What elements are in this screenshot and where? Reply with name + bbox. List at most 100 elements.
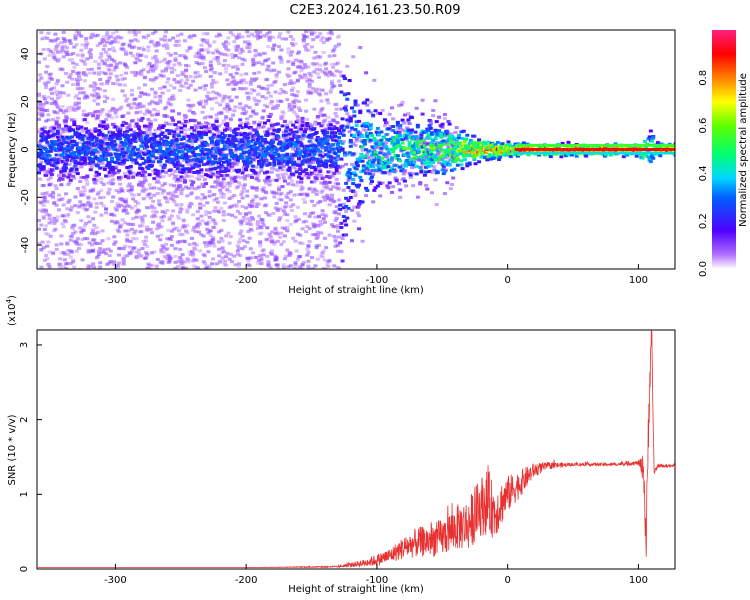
heatmap-cell bbox=[237, 240, 242, 244]
heatmap-cell bbox=[64, 166, 69, 170]
heatmap-cell bbox=[211, 241, 216, 245]
heatmap-cell bbox=[174, 156, 179, 160]
heatmap-cell bbox=[282, 120, 287, 124]
heatmap-cell bbox=[291, 147, 296, 151]
heatmap-cell bbox=[113, 37, 118, 41]
heatmap-cell bbox=[318, 153, 323, 157]
heatmap-cell bbox=[219, 153, 224, 157]
heatmap-cell bbox=[137, 173, 142, 177]
heatmap-cell bbox=[148, 196, 153, 200]
heatmap-cell bbox=[211, 152, 216, 156]
heatmap-cell bbox=[168, 53, 173, 57]
heatmap-cell bbox=[328, 30, 333, 34]
heatmap-cell bbox=[49, 86, 54, 90]
heatmap-cell bbox=[267, 151, 272, 155]
heatmap-cell bbox=[188, 105, 193, 109]
heatmap-cell bbox=[249, 205, 254, 209]
heatmap-cell bbox=[198, 131, 203, 135]
heatmap-cell bbox=[189, 145, 194, 149]
heatmap-cell bbox=[355, 211, 360, 215]
heatmap-cell bbox=[306, 162, 311, 166]
heatmap-cell bbox=[81, 145, 86, 149]
heatmap-cell bbox=[281, 90, 286, 94]
heatmap-cell bbox=[164, 121, 169, 125]
heatmap-cell bbox=[328, 198, 333, 202]
heatmap-cell bbox=[65, 146, 70, 150]
heatmap-cell bbox=[182, 124, 187, 128]
heatmap-cell bbox=[275, 232, 280, 236]
heatmap-cell bbox=[68, 208, 73, 212]
heatmap-cell bbox=[185, 49, 190, 53]
heatmap-cell bbox=[109, 212, 114, 216]
heatmap-cell bbox=[232, 168, 237, 172]
heatmap-cell bbox=[121, 113, 126, 117]
heatmap-cell bbox=[165, 80, 170, 84]
heatmap-cell bbox=[91, 114, 96, 118]
heatmap-cell bbox=[133, 199, 138, 203]
heatmap-cell bbox=[368, 123, 373, 127]
heatmap-cell bbox=[294, 130, 299, 134]
heatmap-cell bbox=[147, 263, 152, 267]
heatmap-cell bbox=[75, 83, 80, 87]
heatmap-cell bbox=[139, 144, 144, 148]
heatmap-cell bbox=[291, 183, 296, 187]
heatmap-cell bbox=[164, 105, 169, 109]
heatmap-cell bbox=[202, 116, 207, 120]
heatmap-cell bbox=[327, 137, 332, 141]
heatmap-cell bbox=[369, 159, 374, 163]
heatmap-cell bbox=[271, 46, 276, 50]
heatmap-cell bbox=[39, 201, 44, 205]
heatmap-cell bbox=[295, 115, 300, 119]
heatmap-cell bbox=[38, 140, 43, 144]
heatmap-cell bbox=[224, 156, 229, 160]
heatmap-cell bbox=[71, 61, 76, 65]
heatmap-cell bbox=[325, 263, 330, 267]
heatmap-cell bbox=[184, 56, 189, 60]
heatmap-cell bbox=[178, 162, 183, 166]
heatmap-cell bbox=[64, 162, 69, 166]
heatmap-cell bbox=[42, 130, 47, 134]
heatmap-cell bbox=[212, 209, 217, 213]
heatmap-cell bbox=[61, 225, 66, 229]
heatmap-cell bbox=[75, 53, 80, 57]
heatmap-cell bbox=[125, 66, 130, 70]
heatmap-cell bbox=[362, 139, 367, 143]
heatmap-cell bbox=[202, 195, 207, 199]
heatmap-cell bbox=[127, 102, 132, 106]
heatmap-cell bbox=[227, 107, 232, 111]
heatmap-cell bbox=[159, 74, 164, 78]
heatmap-cell bbox=[78, 149, 83, 153]
heatmap-cell bbox=[133, 70, 138, 74]
heatmap-cell bbox=[181, 84, 186, 88]
heatmap-cell bbox=[98, 113, 103, 117]
heatmap-cell bbox=[349, 172, 354, 176]
heatmap-cell bbox=[167, 259, 172, 263]
heatmap-cell bbox=[140, 247, 145, 251]
heatmap-cell bbox=[159, 187, 164, 191]
heatmap-cell bbox=[46, 240, 51, 244]
heatmap-cell bbox=[294, 184, 299, 188]
heatmap-cell bbox=[242, 40, 247, 44]
heatmap-cell bbox=[137, 171, 142, 175]
heatmap-cell bbox=[112, 260, 117, 264]
heatmap-cell bbox=[271, 125, 276, 129]
heatmap-cell bbox=[46, 135, 51, 139]
heatmap-cell bbox=[151, 153, 156, 157]
heatmap-cell bbox=[248, 173, 253, 177]
heatmap-cell bbox=[254, 204, 259, 208]
heatmap-cell bbox=[78, 226, 83, 230]
heatmap-cell bbox=[277, 70, 282, 74]
heatmap-cell bbox=[374, 153, 379, 157]
heatmap-cell bbox=[366, 131, 371, 135]
heatmap-cell bbox=[66, 106, 71, 110]
heatmap-cell bbox=[194, 130, 199, 134]
heatmap-cell bbox=[221, 136, 226, 140]
heatmap-cell bbox=[305, 160, 310, 164]
heatmap-cell bbox=[85, 120, 90, 124]
heatmap-cell bbox=[291, 86, 296, 90]
heatmap-cell bbox=[309, 171, 314, 175]
heatmap-cell bbox=[265, 177, 270, 181]
heatmap-cell bbox=[55, 131, 60, 135]
heatmap-cell bbox=[257, 159, 262, 163]
heatmap-cell bbox=[141, 187, 146, 191]
